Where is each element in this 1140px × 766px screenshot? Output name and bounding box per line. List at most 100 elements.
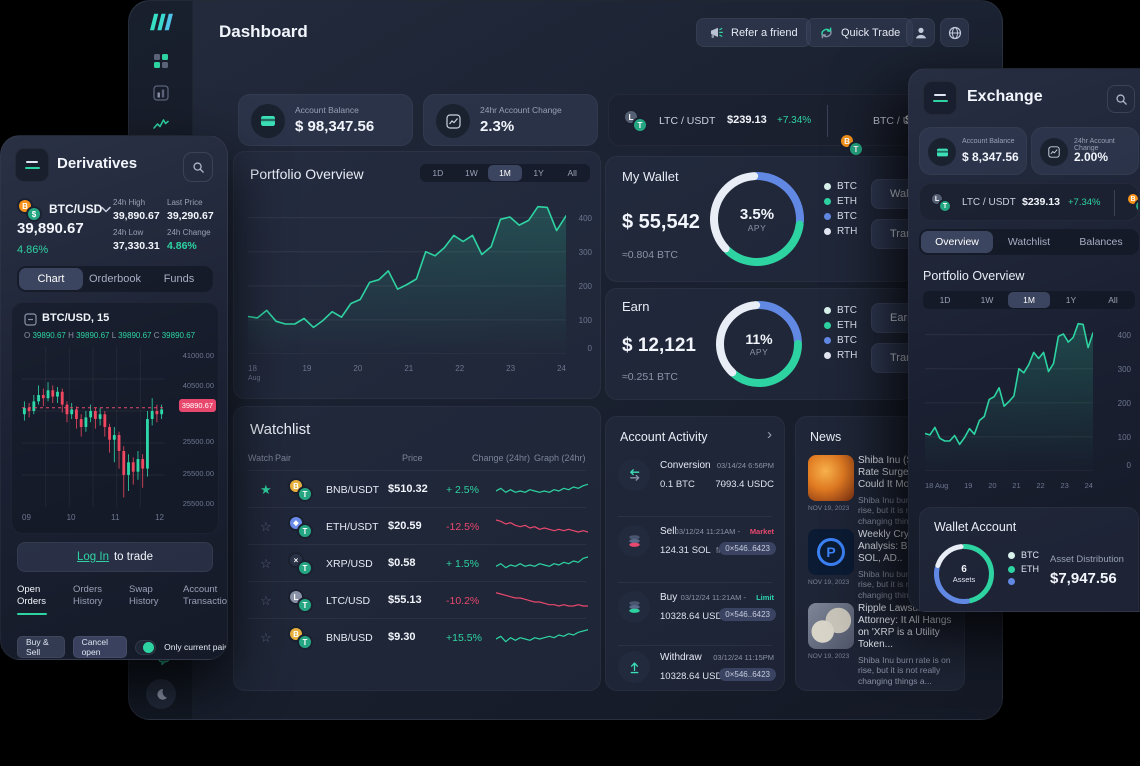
x-tick: 24 xyxy=(557,364,566,373)
apy-donut-chart xyxy=(716,301,802,387)
activity-item[interactable]: Withdraw 03/12/24 11:15PM 10328.64 USDT … xyxy=(606,649,784,691)
activity-amount: 124.31 SOL xyxy=(660,545,711,556)
tab-all[interactable]: All xyxy=(567,168,577,178)
ohlc-row: O 39890.67 H 39890.67 L 39890.67 C 39890… xyxy=(24,331,195,340)
exchange-search-button[interactable] xyxy=(1107,85,1135,113)
tab-1w[interactable]: 1W xyxy=(980,295,994,305)
quick-trade-button[interactable]: Quick Trade xyxy=(806,18,914,47)
tab-1w[interactable]: 1W xyxy=(465,168,478,178)
language-button[interactable] xyxy=(940,18,969,47)
news-item[interactable]: NOV 19, 2023 Shiba Inu (SHIB) Rate Surge… xyxy=(796,455,964,527)
star-icon[interactable]: ☆ xyxy=(260,593,272,608)
sidebar-item-dashboard[interactable] xyxy=(153,53,169,69)
account-change-label: 24hr Account Change xyxy=(480,105,562,115)
watchlist-row[interactable]: ☆ B T BNB/USD $9.30 +15.5% xyxy=(248,618,588,655)
tab-1d[interactable]: 1D xyxy=(432,168,444,178)
tab-1m[interactable]: 1M xyxy=(1008,292,1050,308)
star-icon[interactable]: ★ xyxy=(260,482,272,497)
chevron-right-icon[interactable]: › xyxy=(767,426,772,443)
refer-a-friend-button[interactable]: Refer a friend xyxy=(696,18,811,47)
activity-item[interactable]: Buy 03/12/24 11:21AM - Limit 10328.64 US… xyxy=(606,587,784,643)
address-badge[interactable]: 0×546..6423 xyxy=(719,608,776,621)
sidebar-item-markets[interactable] xyxy=(153,85,169,101)
portfolio-y-axis: 400 300 200 100 0 xyxy=(568,204,592,354)
tab-1y[interactable]: 1Y xyxy=(533,168,544,178)
cancel-open-button[interactable]: Cancel open xyxy=(72,636,127,658)
ticker-price: $239.13 xyxy=(1022,196,1060,208)
apy-label: APY xyxy=(747,222,767,233)
tab-all[interactable]: All xyxy=(1108,295,1118,305)
pair-price: $510.32 xyxy=(388,483,428,495)
tab-funds[interactable]: Funds xyxy=(163,273,195,285)
star-icon[interactable]: ☆ xyxy=(260,630,272,645)
activity-date: 03/14/24 6:56PM xyxy=(716,461,774,470)
address-badge[interactable]: 0×546..6423 xyxy=(719,542,776,555)
sidebar-item-trading[interactable] xyxy=(153,117,169,131)
tab-1m[interactable]: 1M xyxy=(488,165,522,181)
news-item[interactable]: P NOV 19, 2023 Weekly Crypto Analysis: B… xyxy=(796,529,964,601)
tab-open-orders[interactable]: Open Orders xyxy=(17,584,61,615)
exchange-menu-button[interactable] xyxy=(923,81,957,115)
watchlist-row[interactable]: ☆ ◆ T ETH/USDT $20.59 -12.5% xyxy=(248,507,588,544)
login-rest: to trade xyxy=(113,551,153,563)
y-tick: 0 xyxy=(587,344,592,353)
tab-chart[interactable]: Chart xyxy=(19,268,83,290)
btc-usdt-coins: B T xyxy=(839,133,867,157)
news-headline: Weekly Crypto Analysis: BTC, XRP, SOL, A… xyxy=(858,529,949,564)
watchlist-row[interactable]: ★ B T BNB/USDT $510.32 + 2.5% xyxy=(248,470,588,507)
toggle-knob xyxy=(143,641,155,653)
earn-legend: BTC ETH BTC RTH xyxy=(824,305,857,365)
tab-overview[interactable]: Overview xyxy=(921,231,993,253)
tab-orderbook[interactable]: Orderbook xyxy=(89,273,141,285)
tab-orders-history[interactable]: Orders History xyxy=(73,584,103,608)
tab-balances[interactable]: Balances xyxy=(1079,236,1123,248)
address-badge[interactable]: 0×546..6423 xyxy=(719,668,776,681)
star-icon[interactable]: ☆ xyxy=(260,519,272,534)
derivatives-tabs: Chart Orderbook Funds xyxy=(17,266,213,292)
profile-button[interactable] xyxy=(906,18,935,47)
refer-a-friend-label: Refer a friend xyxy=(731,26,798,39)
pulse-icon xyxy=(153,119,169,129)
tab-watchlist[interactable]: Watchlist xyxy=(1007,236,1051,248)
tab-swap-history[interactable]: Swap History xyxy=(129,584,159,608)
tab-1y[interactable]: 1Y xyxy=(1065,295,1077,305)
legend-label: BTC xyxy=(837,181,857,192)
chevron-down-icon[interactable] xyxy=(101,206,111,213)
only-current-pair-toggle[interactable] xyxy=(134,639,157,655)
pair-price: $20.59 xyxy=(388,520,422,532)
ohlc-value: 39890.67 xyxy=(76,331,110,340)
tab-account-transactions[interactable]: Account Transactions xyxy=(183,584,227,608)
megaphone-icon xyxy=(711,27,723,38)
btc-usd-coins: B $ xyxy=(17,198,45,222)
pair-selector[interactable]: BTC/USD xyxy=(49,202,103,216)
usd-coin-icon: $ xyxy=(26,206,42,222)
ohlc-key: O xyxy=(24,331,31,340)
activity-item[interactable]: Conversion 03/14/24 6:56PM 0.1 BTC → 709… xyxy=(606,455,784,511)
tab-1d[interactable]: 1D xyxy=(939,295,951,305)
col-header-price: Price xyxy=(402,453,423,463)
derivatives-search-button[interactable] xyxy=(183,152,213,182)
buy-sell-button[interactable]: Buy & Sell xyxy=(17,636,65,658)
ticker-pair[interactable]: LTC / USDT xyxy=(962,197,1016,208)
y-tick: 300 xyxy=(1117,365,1131,374)
derivatives-menu-button[interactable] xyxy=(15,148,49,182)
login-bar[interactable]: Log In to trade xyxy=(17,542,213,572)
portfolio-title: Portfolio Overview xyxy=(250,166,364,182)
dark-mode-toggle[interactable] xyxy=(146,679,176,709)
exchange-title: Exchange xyxy=(967,88,1043,105)
earn-title: Earn xyxy=(622,299,650,314)
legend-dot xyxy=(824,198,831,205)
login-link[interactable]: Log In xyxy=(77,551,109,563)
watchlist-row[interactable]: ☆ × T XRP/USD $0.58 + 1.5% xyxy=(248,544,588,581)
star-icon[interactable]: ☆ xyxy=(260,556,272,571)
watchlist-row[interactable]: ☆ L T LTC/USD $55.13 -10.2% xyxy=(248,581,588,618)
stat-value: 39,890.67 xyxy=(113,210,160,222)
legend-label: ETH xyxy=(837,320,857,331)
legend-dot xyxy=(1008,551,1015,559)
news-item[interactable]: NOV 19, 2023 Ripple Lawsuit Attorney: It… xyxy=(796,603,964,686)
wallet-account-card: Wallet Account 6 Assets BTC ETH Asset Di… xyxy=(919,507,1139,611)
earn-value: $ 12,121 xyxy=(622,335,696,356)
activity-item[interactable]: Sell 03/12/24 11:21AM - Market 124.31 SO… xyxy=(606,521,784,577)
ticker-divider xyxy=(827,105,828,137)
ticker-pair-1[interactable]: LTC / USDT xyxy=(659,115,716,127)
